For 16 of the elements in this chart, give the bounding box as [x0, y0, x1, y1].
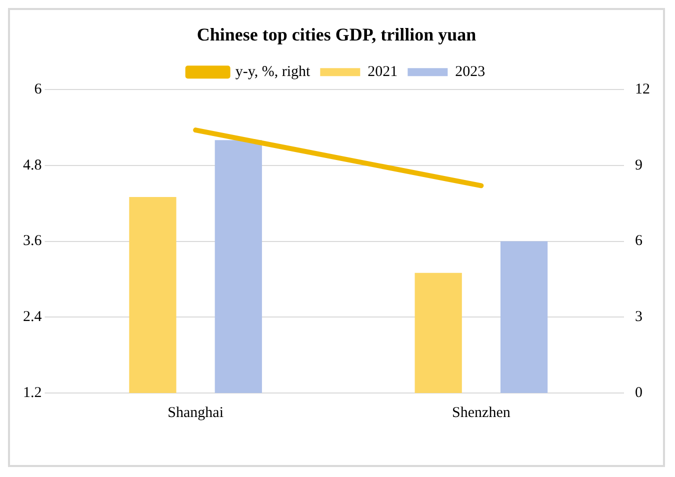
y-tick-label: 1.2: [23, 384, 42, 401]
y-tick-label: 4.8: [23, 157, 42, 174]
y2-tick-label: 6: [635, 233, 643, 250]
legend-label: 2023: [455, 64, 486, 80]
y2-tick-label: 9: [635, 157, 642, 174]
y-tick-label: 6: [34, 82, 42, 98]
legend-label: 2021: [368, 64, 398, 80]
x-tick-label: Shanghai: [168, 404, 224, 421]
y-tick-label: 2.4: [23, 309, 42, 326]
chart-title: Chinese top cities GDP, trillion yuan: [196, 24, 476, 44]
y-tick-label: 3.6: [23, 233, 42, 250]
y2-tick-label: 3: [635, 309, 642, 326]
y2-tick-label: 0: [635, 384, 642, 401]
x-tick-label: Shenzhen: [452, 404, 511, 421]
y2-tick-label: 12: [635, 82, 650, 98]
legend-label: y-y, %, right: [235, 64, 312, 80]
